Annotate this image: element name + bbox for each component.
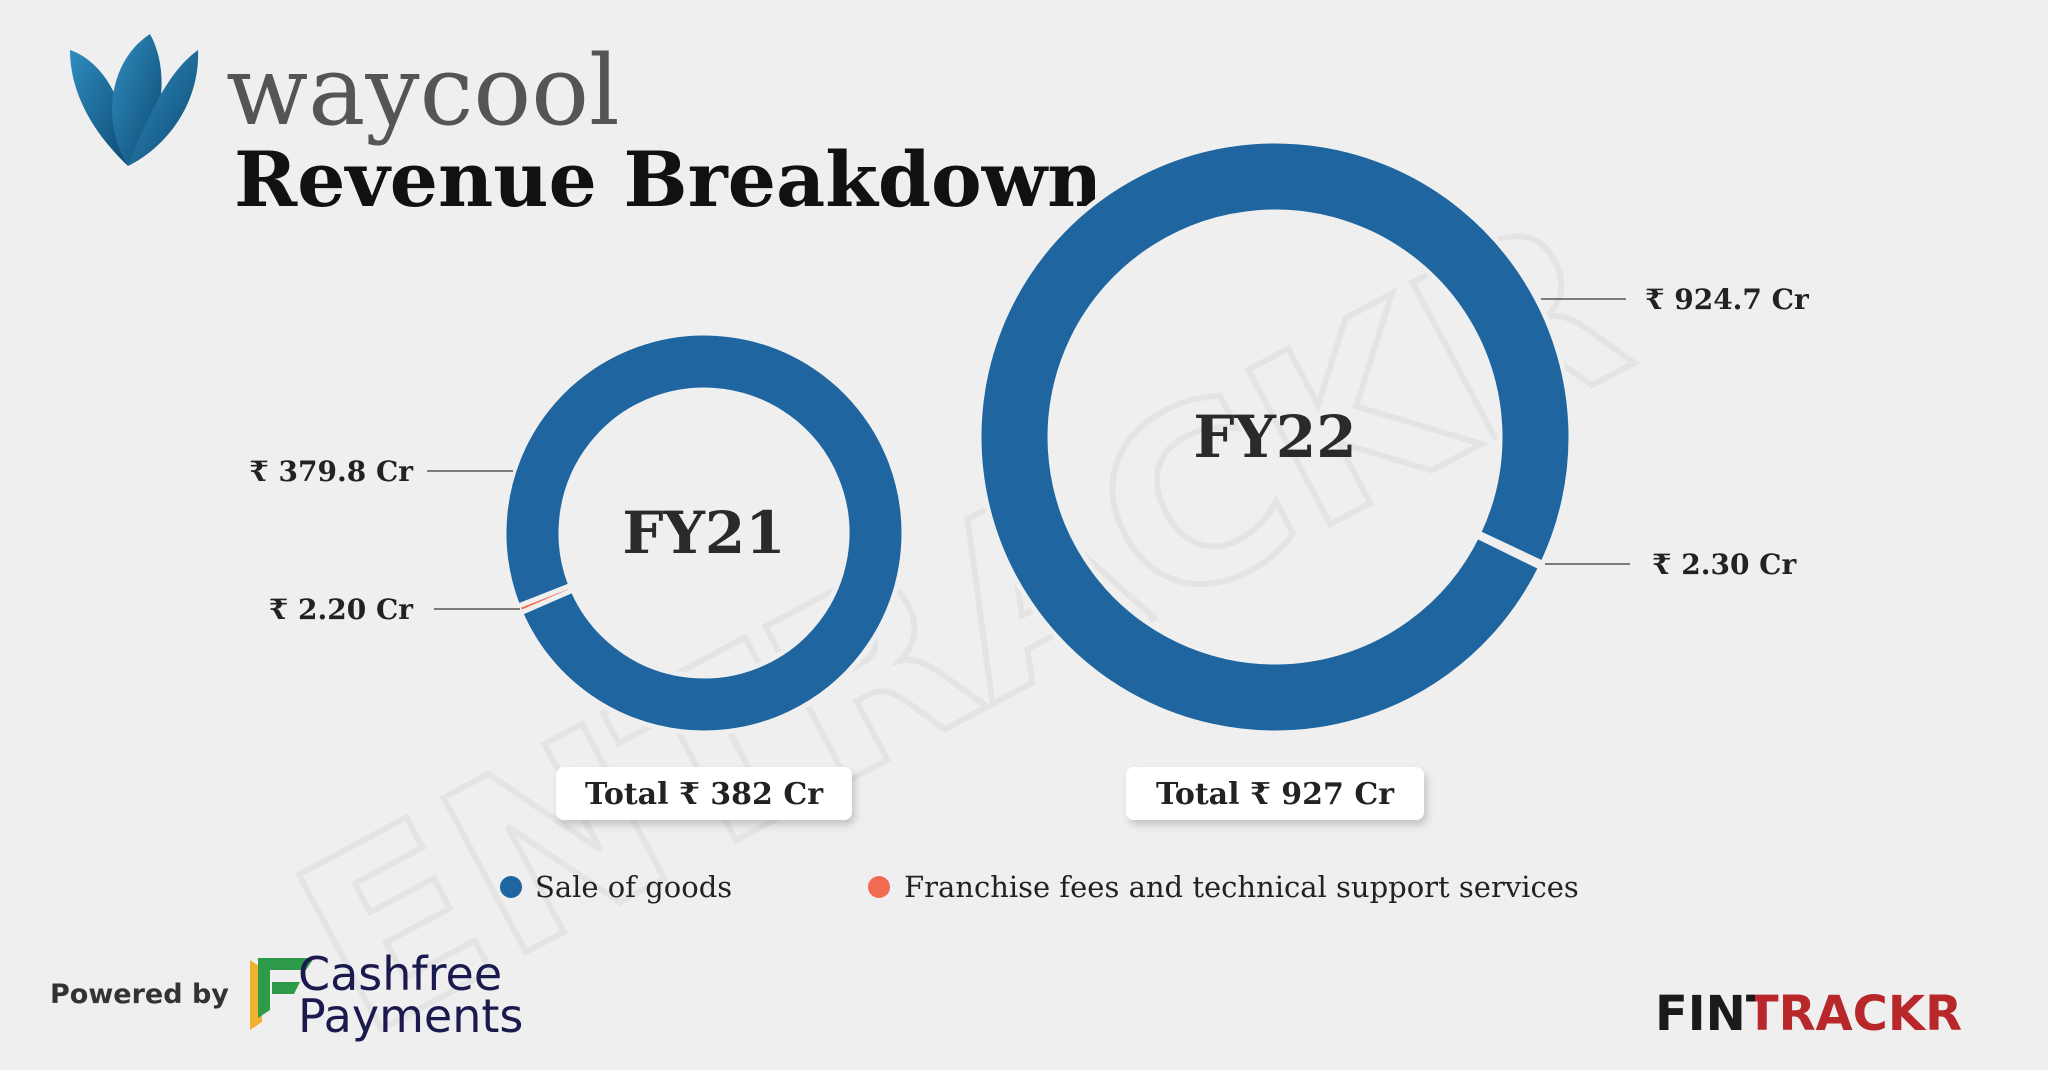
- donut-center-label: FY21: [622, 499, 785, 567]
- donut-slice: [976, 138, 1574, 736]
- legend-swatch: [500, 876, 522, 898]
- sponsor-name: Payments: [298, 989, 523, 1043]
- value-label: ₹ 2.30 Cr: [1652, 548, 1797, 581]
- powered-by: Powered by: [50, 979, 229, 1010]
- total-box: [556, 767, 852, 820]
- charts: ₹ 379.8 Cr ₹ 2.20 Cr FY21 Total ₹ 382 Cr ₹ 9…: [249, 138, 1810, 820]
- sponsor-logo: [250, 958, 314, 1030]
- legend-swatch: [868, 876, 890, 898]
- brand-logo: [70, 34, 199, 166]
- donut-center-label: FY22: [1193, 403, 1356, 471]
- value-label: ₹ 924.7 Cr: [1645, 283, 1810, 316]
- value-label: ₹ 379.8 Cr: [249, 455, 414, 488]
- total-label: Total ₹ 927 Cr: [1156, 777, 1395, 812]
- chart-title: Revenue Breakdown: [234, 135, 1102, 224]
- brand-name: waycool: [226, 35, 620, 147]
- total-label: Total ₹ 382 Cr: [585, 777, 824, 812]
- legend-label: Franchise fees and technical support ser…: [904, 870, 1579, 904]
- publisher-logo: FINTRACKR: [1655, 986, 1962, 1042]
- legend: Sale of goods Franchise fees and technica…: [500, 870, 1579, 904]
- donut-slice: [501, 330, 907, 736]
- total-box: [1126, 767, 1424, 820]
- legend-label: Sale of goods: [535, 870, 732, 904]
- value-label: ₹ 2.20 Cr: [269, 593, 414, 626]
- sponsor-name: Cashfree: [298, 947, 502, 1001]
